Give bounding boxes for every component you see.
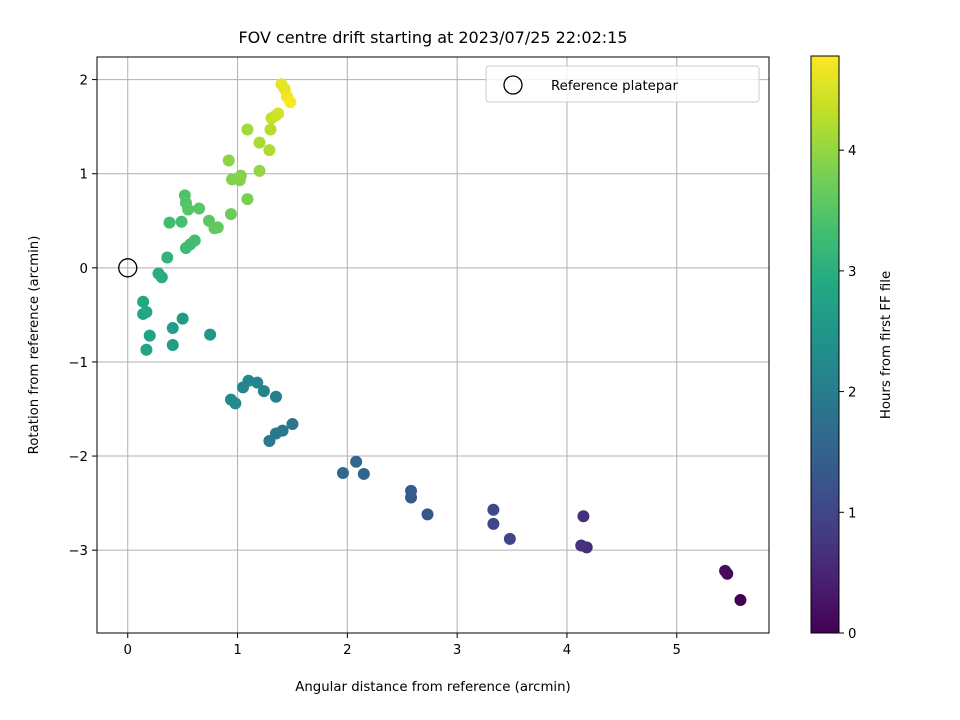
scatter-point	[263, 144, 276, 157]
scatter-point	[222, 154, 235, 167]
x-tick-label: 0	[124, 643, 132, 658]
colorbar	[810, 55, 840, 634]
scatter-point	[137, 295, 150, 308]
scatter-point	[193, 202, 206, 215]
scatter-point	[161, 251, 174, 264]
scatter-point	[734, 594, 747, 607]
x-tick-label: 5	[673, 643, 681, 658]
scatter-point	[143, 329, 156, 342]
plot-area	[97, 57, 769, 633]
reference-marker	[118, 258, 138, 278]
colorbar-tick-label: 2	[848, 386, 856, 401]
y-tick-label: −3	[68, 544, 88, 559]
scatter-point	[264, 123, 277, 136]
plot-frame	[96, 56, 770, 634]
colorbar-tick-label: 0	[848, 627, 856, 642]
scatter-point	[336, 467, 349, 479]
scatter-point	[487, 503, 500, 516]
y-tick-label: −1	[68, 356, 88, 371]
scatter-point	[237, 381, 250, 394]
scatter-point	[224, 208, 237, 221]
legend-box	[485, 65, 760, 103]
scatter-point	[253, 164, 266, 177]
scatter-point	[719, 564, 732, 577]
scatter-point	[503, 532, 516, 545]
scatter-point	[350, 455, 363, 468]
scatter-point	[357, 467, 370, 480]
y-tick-label: 2	[80, 74, 88, 89]
axis-ticks: 0 1 2 3 4 5 −3 −2 −1 0 1 2	[68, 74, 681, 658]
data-points	[137, 78, 747, 607]
scatter-point	[182, 203, 195, 216]
x-tick-label: 4	[563, 643, 571, 658]
scatter-point	[211, 221, 224, 234]
scatter-point	[166, 322, 179, 335]
y-axis-label: Rotation from reference (arcmin)	[27, 236, 42, 455]
scatter-point	[166, 339, 179, 351]
scatter-point	[421, 508, 434, 521]
scatter-point	[284, 96, 297, 109]
scatter-point	[257, 385, 270, 398]
scatter-point	[241, 123, 254, 136]
legend-entry: Reference platepar	[551, 79, 678, 94]
scatter-point	[286, 418, 299, 431]
x-tick-label: 1	[233, 643, 241, 658]
x-tick-label: 3	[453, 643, 461, 658]
scatter-point	[575, 539, 588, 552]
grid	[97, 57, 769, 633]
scatter-point	[405, 484, 418, 497]
scatter-point	[234, 169, 247, 182]
colorbar-tick-label: 3	[848, 265, 856, 280]
scatter-point	[188, 234, 201, 247]
scatter-point	[137, 307, 150, 320]
legend-marker	[503, 75, 523, 95]
scatter-point	[487, 517, 500, 530]
scatter-point	[272, 107, 285, 120]
colorbar-label: Hours from first FF file	[879, 271, 894, 419]
scatter-point	[140, 343, 153, 356]
scatter-point	[176, 312, 189, 325]
scatter-point	[175, 215, 188, 228]
y-tick-label: −2	[68, 450, 88, 465]
y-tick-label: 1	[80, 168, 88, 183]
scatter-point	[155, 271, 168, 284]
scatter-point	[269, 390, 282, 403]
scatter-point	[163, 216, 176, 229]
scatter-point	[224, 393, 237, 406]
colorbar-tick-label: 1	[848, 506, 856, 521]
scatter-point	[241, 193, 254, 206]
legend: Reference platepar	[485, 65, 760, 103]
colorbar-ticks: 0 1 2 3 4	[839, 144, 856, 642]
y-tick-label: 0	[80, 262, 88, 277]
x-axis-label: Angular distance from reference (arcmin)	[295, 680, 570, 695]
chart-title: FOV centre drift starting at 2023/07/25 …	[238, 28, 627, 47]
x-tick-label: 2	[343, 643, 351, 658]
colorbar-tick-label: 4	[848, 144, 856, 159]
scatter-point	[204, 328, 217, 341]
scatter-point	[263, 435, 276, 447]
scatter-point	[577, 510, 590, 523]
scatter-point	[253, 136, 266, 149]
